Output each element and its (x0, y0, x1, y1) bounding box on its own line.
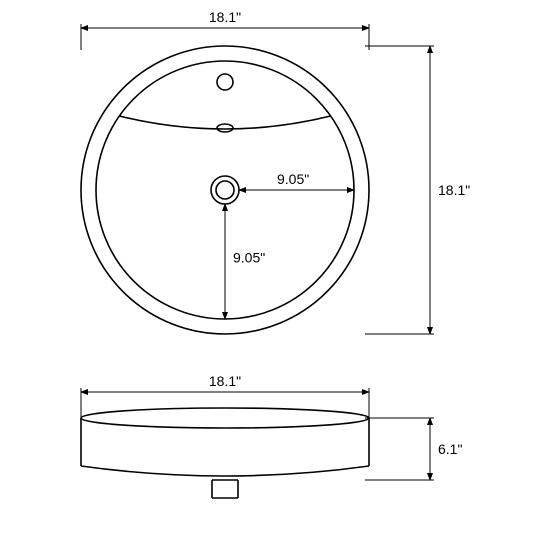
drain-outer (211, 176, 239, 204)
overflow-slot (217, 124, 233, 132)
side-top-rim (81, 408, 369, 428)
all-geometry: 18.1" 18.1" 9.05" 9.05" 18.1" 6.1" (81, 9, 470, 498)
dim-top-width-label: 18.1" (209, 9, 241, 25)
dim-radius-v-label: 9.05" (233, 250, 265, 266)
drain-inner (216, 181, 234, 199)
dim-side-width-label: 18.1" (209, 373, 241, 389)
dim-side-height-label: 6.1" (438, 441, 462, 457)
side-bottom-curve (81, 466, 369, 476)
faucet-hole (217, 74, 233, 90)
sink-tech-drawing: 18.1" 18.1" 9.05" 9.05" 18.1" 6.1" (0, 0, 550, 550)
dim-radius-h-label: 9.05" (277, 171, 309, 187)
dim-right-height-label: 18.1" (438, 182, 470, 198)
deck-front-edge (119, 116, 330, 129)
